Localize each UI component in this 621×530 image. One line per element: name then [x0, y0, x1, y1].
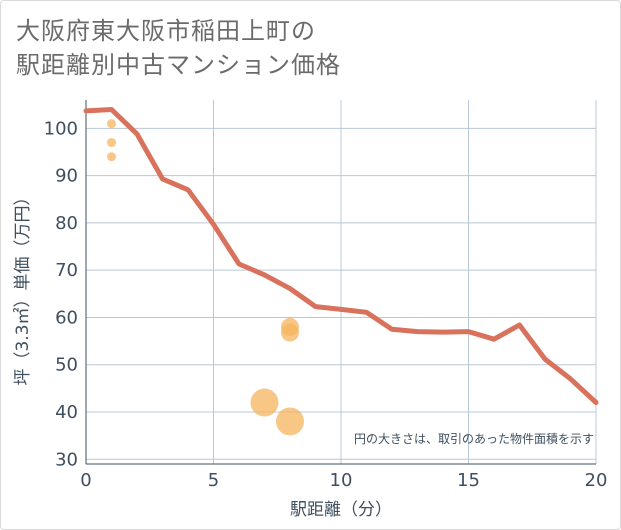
chart-title: 大阪府東大阪市稲田上町の 駅距離別中古マンション価格 [16, 14, 341, 82]
y-tick-label: 40 [55, 402, 78, 423]
x-axis-label: 駅距離（分） [290, 500, 392, 520]
x-ticks: 0 5 10 15 20 [80, 470, 607, 491]
transaction-point [107, 152, 116, 162]
transaction-point [250, 388, 279, 417]
y-tick-label: 80 [55, 213, 78, 234]
x-tick-label: 5 [208, 470, 219, 491]
transaction-point [281, 323, 299, 342]
transaction-point [107, 119, 116, 129]
y-tick-label: 100 [44, 118, 78, 139]
x-tick-label: 10 [330, 470, 353, 491]
transaction-point [276, 407, 304, 436]
scatter-points [107, 119, 304, 436]
bubble-size-note: 円の大きさは、取引のあった物件面積を示す [354, 431, 594, 446]
y-tick-label: 60 [55, 307, 78, 328]
y-tick-label: 50 [55, 355, 78, 376]
y-tick-label: 30 [55, 449, 78, 470]
transaction-point [107, 138, 116, 148]
y-tick-label: 90 [55, 166, 78, 187]
price-trend-line [83, 107, 599, 405]
x-tick-label: 0 [80, 470, 91, 491]
y-ticks: 30 40 50 60 70 80 90 100 [44, 118, 78, 470]
x-tick-label: 15 [457, 470, 480, 491]
y-axis-label: 坪（3.3㎡）単価（万円） [13, 188, 33, 385]
title-line-2: 駅距離別中古マンション価格 [16, 51, 341, 79]
title-line-1: 大阪府東大阪市稲田上町の [16, 17, 316, 45]
x-tick-label: 20 [585, 470, 608, 491]
grid [85, 100, 597, 465]
y-tick-label: 70 [55, 260, 78, 281]
